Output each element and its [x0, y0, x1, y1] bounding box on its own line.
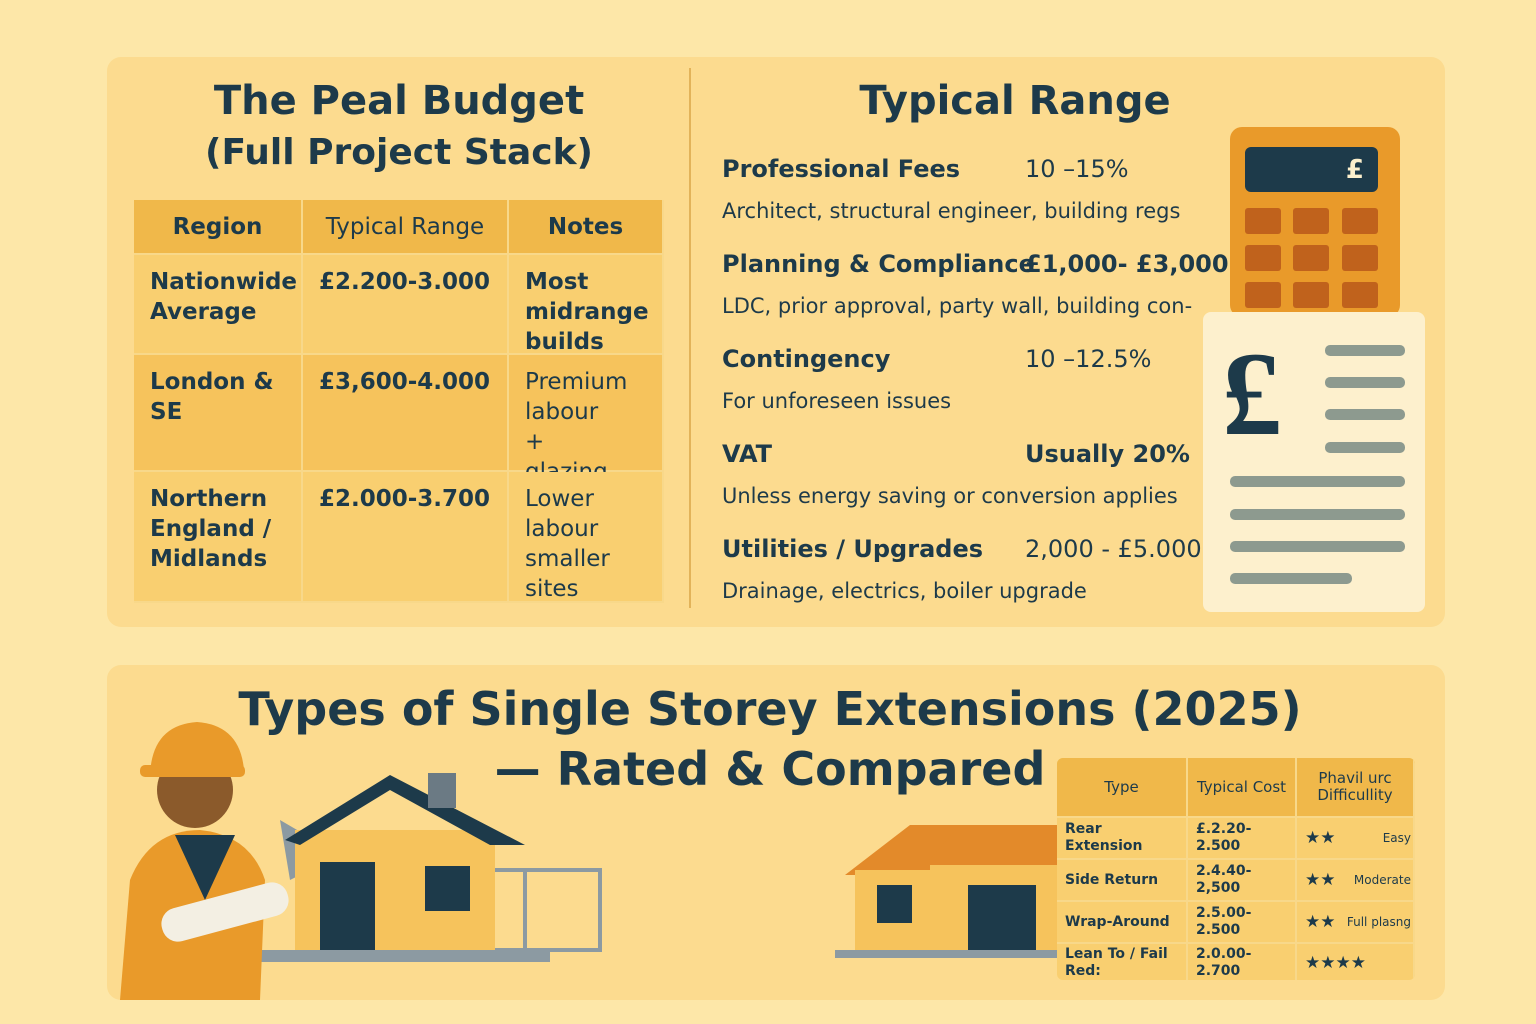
calculator-icon-shape [1342, 282, 1378, 308]
receipt-icon-shape [1325, 442, 1405, 453]
receipt-symbol: £ [1222, 327, 1282, 460]
range-value: 2,000 - £5.000 [1025, 535, 1202, 563]
bungalow-illustration-shape [835, 950, 1065, 958]
range-value: Usually 20% [1025, 440, 1190, 468]
table-header-cell: Notes [509, 200, 664, 255]
range-list: Professional Fees 10 –15% Architect, struc… [722, 155, 1229, 615]
calculator-icon-shape [1245, 282, 1281, 308]
receipt-icon-shape [1325, 409, 1405, 420]
calculator-symbol: £ [1345, 154, 1364, 185]
table-cell: Premium labour + glazing [509, 355, 664, 485]
rating-stars: ★★ [1297, 818, 1357, 860]
worker-illustration-shape [140, 765, 245, 777]
calculator-icon-shape [1293, 245, 1329, 271]
table-cell: Lower labour smaller sites [509, 472, 664, 603]
calculator-icon-shape [1245, 208, 1281, 234]
receipt-icon-shape [1325, 377, 1405, 388]
bungalow-illustration-shape [925, 825, 1065, 865]
table-header-cell: Type [1057, 758, 1188, 818]
range-value: 10 –12.5% [1025, 345, 1152, 373]
range-note: LDC, prior approval, party wall, buildin… [722, 294, 1193, 318]
table-cell: £2.000-3.700 [303, 472, 509, 603]
budget-table: Region Typical Range Notes Nationwide Avera… [134, 200, 664, 603]
receipt-icon-shape [1230, 573, 1352, 584]
receipt-icon-shape [1230, 476, 1405, 487]
range-note: Architect, structural engineer, building… [722, 199, 1181, 223]
extensions-subtitle: — Rated & Compared [494, 742, 1046, 796]
range-title: Typical Range [859, 78, 1171, 124]
table-cell: 2.0.00-2.700 [1188, 944, 1297, 980]
calculator-icon-shape [1342, 245, 1378, 271]
house-illustration-shape [285, 775, 525, 845]
table-header-cell: Region [134, 200, 303, 255]
budget-subtitle: (Full Project Stack) [205, 132, 593, 173]
calculator-icon-shape [1342, 208, 1378, 234]
table-cell: London & SE [134, 355, 303, 472]
worker-illustration-shape [175, 835, 235, 900]
table-cell: Nationwide Average [134, 255, 303, 355]
house-illustration-shape [250, 950, 550, 962]
table-cell: 2.5.00-2.500 [1188, 902, 1297, 944]
budget-title: The Peal Budget [213, 78, 585, 124]
range-note: For unforeseen issues [722, 389, 952, 413]
house-illustration [250, 773, 602, 962]
table-header-cell: Typical Cost [1188, 758, 1297, 818]
receipt-icon-shape [1325, 345, 1405, 356]
table-cell: Lean To / Fail Red: [1057, 944, 1188, 980]
range-label: Utilities / Upgrades [722, 535, 983, 563]
table-cell: £3,600-4.000 [303, 355, 509, 472]
calculator-icon-shape [1245, 245, 1281, 271]
calculator-icon [1230, 127, 1400, 317]
extensions-table: Type Typical Cost Phavil urc Difficullity R… [1057, 758, 1415, 980]
worker-illustration-shape [161, 882, 289, 942]
receipt-icon-shape [1230, 541, 1405, 552]
bungalow-illustration-shape [877, 885, 912, 923]
extensions-title: Types of Single Storey Extensions (2025) [238, 682, 1302, 736]
range-label: Contingency [722, 345, 891, 373]
table-cell: Rear Extension [1057, 818, 1188, 860]
calculator-icon-shape [1293, 208, 1329, 234]
difficulty-label: Moderate [1354, 860, 1415, 902]
house-illustration-shape [320, 862, 375, 952]
worker-illustration [120, 722, 289, 1000]
table-cell: Wrap-Around [1057, 902, 1188, 944]
rating-stars: ★★★★ [1297, 944, 1415, 980]
worker-illustration-shape [150, 722, 244, 775]
range-note: Unless energy saving or conversion appli… [722, 484, 1178, 508]
receipt-icon-shape [1230, 509, 1405, 520]
calculator-icon-shape [1293, 282, 1329, 308]
range-label: Planning & Compliance [722, 250, 1035, 278]
range-value: £1,000- £3,000 [1025, 250, 1229, 278]
bungalow-illustration [835, 825, 1065, 958]
table-cell: Side Return [1057, 860, 1188, 902]
rating-stars: ★★ [1297, 860, 1357, 902]
range-label: Professional Fees [722, 155, 961, 183]
table-cell: £2.200-3.000 [303, 255, 509, 355]
table-cell: 2.4.40-2,500 [1188, 860, 1297, 902]
house-illustration-shape [425, 866, 470, 911]
range-note: Drainage, electrics, boiler upgrade [722, 579, 1087, 603]
difficulty-label: Full plasng [1347, 902, 1415, 944]
table-header-cell: Phavil urc Difficullity [1297, 758, 1415, 818]
rating-stars: ★★ [1297, 902, 1357, 944]
calculator-icon-shape [1245, 147, 1378, 192]
range-value: 10 –15% [1025, 155, 1129, 183]
table-cell: £.2.20-2.500 [1188, 818, 1297, 860]
table-header-cell: Typical Range [303, 200, 509, 255]
table-cell: Northern England / Midlands [134, 472, 303, 603]
range-label: VAT [722, 440, 773, 468]
house-illustration-shape [428, 773, 456, 808]
difficulty-label: Easy [1357, 818, 1415, 860]
receipt-icon [1203, 312, 1425, 612]
table-cell: Most midrange builds [509, 255, 664, 355]
bungalow-illustration-shape [968, 885, 1036, 950]
